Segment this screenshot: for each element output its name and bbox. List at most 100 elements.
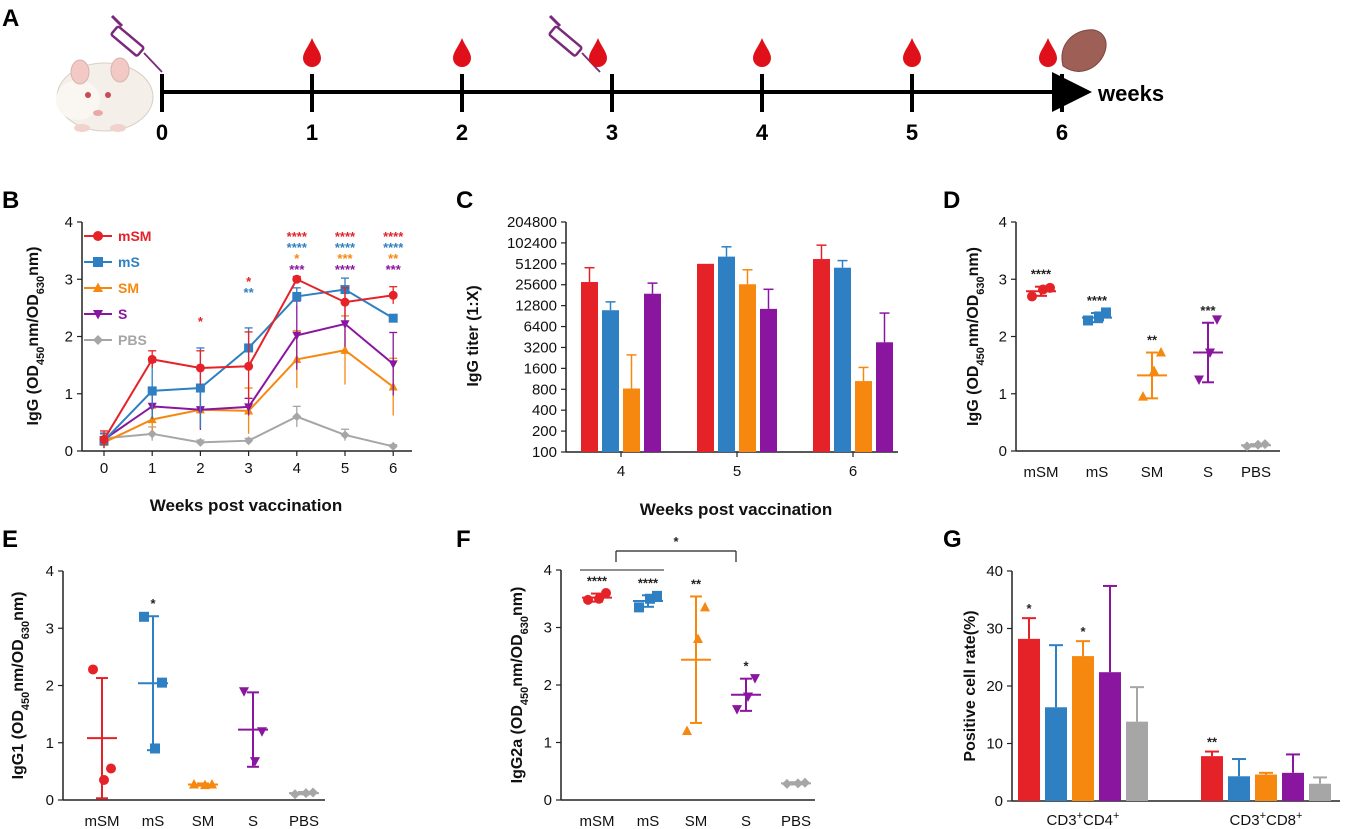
x-tick-label: 1	[148, 460, 156, 477]
y-tick-label: 12800	[515, 298, 557, 315]
x-tick-label: 6	[849, 463, 857, 480]
bar-mSM	[1201, 756, 1223, 801]
bar-S	[644, 293, 661, 452]
panel-b: 0 1 2 3 4 0 1 2 3 4 5 6 IgG (OD450nm/OD630nm) Weeks p…	[25, 214, 412, 515]
data-point	[239, 687, 249, 697]
y-tick-label: 4	[544, 562, 552, 579]
timeline-week-label: 6	[1056, 120, 1068, 145]
bar-S	[1099, 672, 1121, 801]
panel-e: 0 1 2 3 4 IgG1 (OD450nm/OD630nm) mSM mS * SM S PBS	[10, 563, 325, 829]
x-tick-label: mSM	[1024, 464, 1059, 481]
y-tick-label: 0	[544, 792, 552, 809]
x-tick-label: mS	[1086, 464, 1109, 481]
data-point	[634, 602, 644, 613]
y-tick-label: 25600	[515, 277, 557, 294]
significance-stars: ***	[337, 251, 353, 266]
data-point	[308, 787, 318, 798]
y-tick-label: 204800	[507, 214, 557, 231]
x-tick-label: S	[741, 813, 751, 829]
panel-d-label: D	[943, 187, 960, 214]
panel-d: 0 1 2 3 4 IgG (OD450nm/OD630nm) mSM **** mS **** S…	[965, 214, 1280, 481]
data-point	[195, 437, 205, 447]
data-point	[1253, 439, 1263, 450]
data-point	[732, 705, 742, 715]
legend-label: mSM	[118, 228, 151, 244]
significance-stars: *	[743, 659, 749, 674]
data-point	[250, 757, 260, 767]
timeline-week-label: 1	[306, 120, 318, 145]
panel-c: 100 200 400 800 1600 3200 6400 12800 25600 51200 1…	[465, 214, 898, 519]
significance-stars: *	[198, 314, 204, 329]
data-point	[1094, 311, 1104, 322]
panel-c-label: C	[456, 187, 473, 214]
data-point	[301, 788, 311, 799]
significance-stars: ****	[638, 575, 659, 590]
significance-stars: **	[1207, 735, 1218, 750]
data-point	[340, 345, 350, 354]
bar-mSM	[813, 259, 830, 452]
data-point	[340, 430, 350, 440]
x-tick-label: PBS	[289, 813, 319, 829]
significance-stars: ****	[335, 240, 356, 255]
y-tick-label: 3	[544, 620, 552, 637]
bar-mSM	[581, 282, 598, 452]
bar-mS	[1045, 707, 1067, 801]
bar-mSM	[697, 263, 714, 452]
legend-marker	[93, 282, 103, 292]
bar-S	[876, 342, 893, 452]
legend-label: S	[118, 306, 127, 322]
x-tick-label: 6	[389, 460, 397, 477]
panel-e-label: E	[2, 526, 18, 553]
x-tick-label: S	[248, 813, 258, 829]
data-point	[682, 725, 692, 735]
data-point	[147, 354, 157, 364]
legend-marker	[93, 231, 103, 241]
data-point	[147, 386, 157, 396]
data-point	[793, 778, 803, 789]
data-point	[583, 594, 593, 605]
data-point	[139, 611, 149, 622]
bar-SM	[623, 388, 640, 452]
significance-stars: ****	[287, 229, 308, 244]
y-axis-title: IgG2a (OD450nm/OD630nm)	[509, 587, 531, 784]
data-point	[99, 774, 109, 785]
bar-S	[1282, 772, 1304, 801]
y-tick-label: 2	[46, 678, 54, 695]
y-tick-label: 3	[46, 620, 54, 637]
timeline-week-label: 2	[456, 120, 468, 145]
data-point	[195, 363, 205, 373]
data-point	[693, 633, 703, 643]
data-point	[99, 435, 109, 445]
data-point	[189, 779, 199, 789]
data-point	[1260, 439, 1270, 450]
data-point	[88, 664, 98, 675]
y-axis-title: IgG (OD450nm/OD630nm)	[25, 247, 47, 426]
blood-drop-icon	[303, 38, 321, 67]
y-tick-label: 4	[46, 563, 54, 580]
x-tick-label: CD3+CD8+	[1230, 810, 1303, 829]
panel-a: A 0 1 2 3 4 5 6 weeks	[2, 5, 1164, 145]
legend-label: PBS	[118, 332, 147, 348]
data-point	[1156, 347, 1166, 357]
blood-drop-icon	[753, 38, 771, 67]
y-tick-label: 1	[999, 386, 1007, 403]
panel-g-label: G	[943, 526, 962, 553]
significance-stars: ****	[287, 240, 308, 255]
data-point	[292, 331, 302, 341]
x-tick-label: mSM	[580, 813, 615, 829]
data-point	[195, 383, 205, 393]
bar-mS	[718, 256, 735, 452]
y-axis-title: Positive cell rate(%)	[962, 610, 979, 761]
data-point	[292, 412, 302, 422]
data-point	[244, 436, 254, 446]
y-tick-label: 0	[46, 792, 54, 809]
bar-SM	[1255, 774, 1277, 801]
data-point	[257, 727, 267, 737]
data-point	[388, 313, 398, 323]
blood-drop-icon	[1039, 38, 1057, 67]
legend-marker	[93, 257, 103, 267]
data-point	[700, 601, 710, 612]
data-point	[1138, 391, 1148, 401]
y-tick-label: 1	[544, 735, 552, 752]
